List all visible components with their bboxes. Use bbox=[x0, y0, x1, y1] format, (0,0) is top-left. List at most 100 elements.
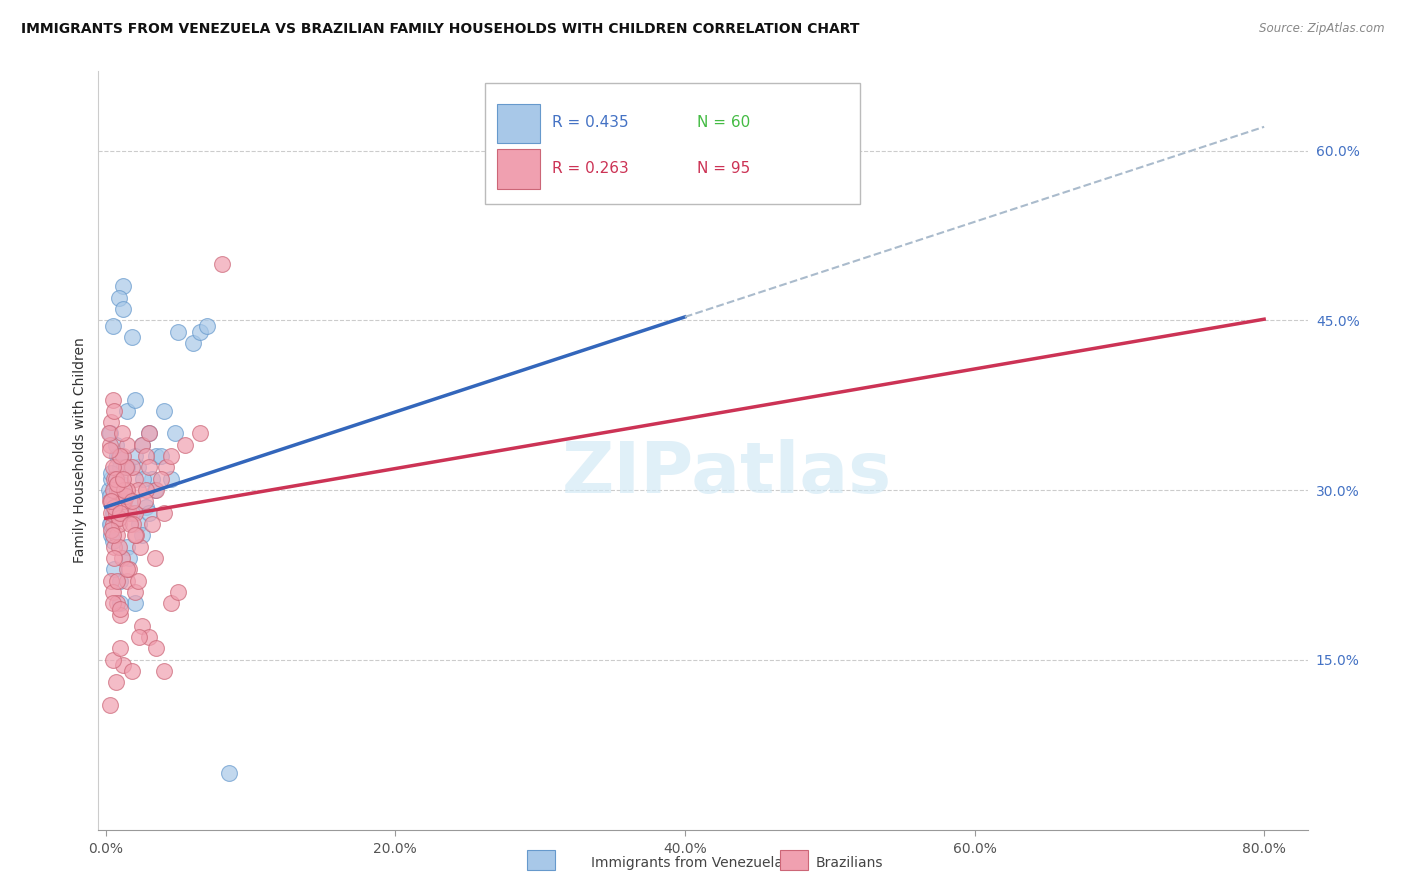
Point bbox=[101, 585, 124, 599]
Point bbox=[97, 483, 120, 497]
Point bbox=[100, 516, 122, 531]
Point bbox=[101, 506, 124, 520]
Point bbox=[101, 494, 124, 508]
Point bbox=[188, 325, 211, 339]
Point bbox=[138, 426, 160, 441]
Point bbox=[117, 438, 139, 452]
Point bbox=[218, 766, 240, 780]
Point bbox=[107, 516, 129, 531]
Point bbox=[211, 257, 233, 271]
Point bbox=[115, 460, 138, 475]
Point bbox=[98, 438, 121, 452]
Text: Source: ZipAtlas.com: Source: ZipAtlas.com bbox=[1260, 22, 1385, 36]
Text: ZIPatlas: ZIPatlas bbox=[562, 439, 893, 508]
Point bbox=[112, 658, 135, 673]
Point bbox=[104, 472, 127, 486]
Point bbox=[131, 528, 153, 542]
Point bbox=[124, 449, 146, 463]
Point bbox=[124, 528, 146, 542]
Point bbox=[134, 494, 156, 508]
Point bbox=[101, 392, 124, 407]
Point bbox=[110, 426, 132, 441]
Point bbox=[105, 449, 128, 463]
Point bbox=[112, 279, 135, 293]
Point bbox=[104, 675, 127, 690]
Point bbox=[138, 630, 160, 644]
Point bbox=[138, 460, 160, 475]
Text: N = 95: N = 95 bbox=[697, 161, 751, 176]
Point bbox=[101, 653, 124, 667]
Point bbox=[120, 494, 142, 508]
Point bbox=[143, 551, 166, 566]
Point bbox=[114, 494, 136, 508]
Point bbox=[174, 438, 197, 452]
Point bbox=[124, 506, 146, 520]
Point bbox=[105, 494, 128, 508]
Point bbox=[152, 664, 174, 678]
Point bbox=[104, 506, 127, 520]
Point bbox=[98, 426, 121, 441]
Point bbox=[108, 460, 131, 475]
Point bbox=[159, 472, 181, 486]
Point bbox=[131, 438, 153, 452]
Point bbox=[149, 472, 172, 486]
Point bbox=[195, 318, 218, 333]
Point bbox=[100, 523, 122, 537]
Point bbox=[121, 330, 143, 344]
Point bbox=[100, 415, 122, 429]
Point bbox=[108, 449, 131, 463]
Point bbox=[101, 460, 124, 475]
Point bbox=[105, 596, 128, 610]
Point bbox=[135, 449, 157, 463]
Point bbox=[105, 477, 128, 491]
Point bbox=[103, 404, 125, 418]
Text: R = 0.435: R = 0.435 bbox=[551, 115, 628, 130]
Point bbox=[107, 483, 129, 497]
Point bbox=[131, 438, 153, 452]
Point bbox=[125, 528, 148, 542]
Point bbox=[105, 528, 128, 542]
Point bbox=[117, 483, 139, 497]
Point bbox=[104, 438, 127, 452]
Point bbox=[101, 596, 124, 610]
Point bbox=[132, 472, 155, 486]
Point bbox=[115, 489, 138, 503]
Point bbox=[115, 460, 138, 475]
Point bbox=[117, 540, 139, 554]
Point bbox=[108, 472, 131, 486]
Point bbox=[118, 506, 141, 520]
Point bbox=[101, 533, 124, 548]
Point bbox=[121, 494, 143, 508]
Point bbox=[127, 483, 149, 497]
Point bbox=[108, 607, 131, 622]
Point bbox=[124, 392, 146, 407]
Point bbox=[127, 460, 149, 475]
Bar bbox=[498, 104, 540, 144]
Point bbox=[100, 494, 122, 508]
Point bbox=[135, 483, 157, 497]
Point bbox=[103, 562, 125, 576]
Point bbox=[112, 472, 135, 486]
Point bbox=[107, 291, 129, 305]
Point bbox=[188, 426, 211, 441]
Point bbox=[167, 325, 190, 339]
Point bbox=[129, 540, 152, 554]
Point bbox=[138, 426, 160, 441]
Point bbox=[135, 500, 157, 514]
Point bbox=[98, 698, 121, 712]
Text: Brazilians: Brazilians bbox=[815, 855, 883, 870]
Point bbox=[100, 472, 122, 486]
Point bbox=[112, 449, 135, 463]
Point bbox=[112, 494, 135, 508]
Point bbox=[108, 602, 131, 616]
Point bbox=[103, 472, 125, 486]
Point bbox=[149, 449, 172, 463]
Point bbox=[181, 335, 204, 350]
Point bbox=[121, 506, 143, 520]
Point bbox=[110, 551, 132, 566]
Point bbox=[141, 472, 163, 486]
Y-axis label: Family Households with Children: Family Households with Children bbox=[73, 337, 87, 564]
Point bbox=[103, 506, 125, 520]
Point bbox=[124, 472, 146, 486]
Point bbox=[128, 516, 150, 531]
